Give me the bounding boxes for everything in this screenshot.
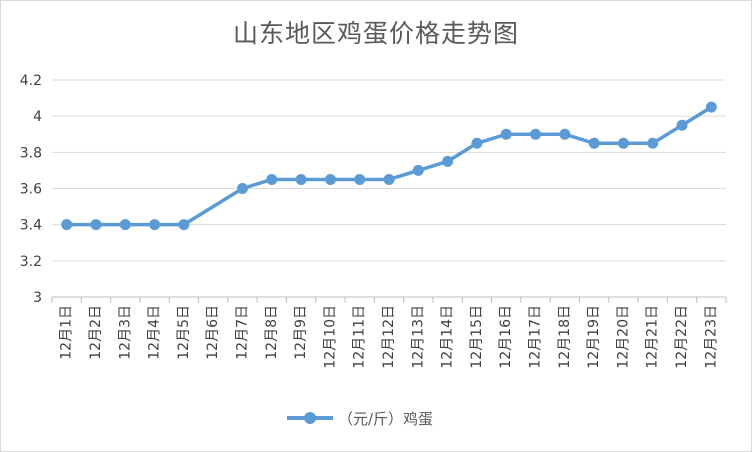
x-tick-label: 12月1日 [59,305,75,360]
data-point [236,183,248,194]
data-point [119,219,131,231]
x-tick-label: 12月8日 [264,305,280,360]
data-point [617,137,629,149]
legend-marker-icon [304,412,316,424]
x-tick-label: 12月13日 [410,305,426,369]
x-tick-label: 12月14日 [440,305,456,369]
x-tick-label: 12月12日 [381,305,397,369]
series-layer [61,101,717,231]
data-point [647,137,659,149]
x-tick-label: 12月4日 [147,305,163,360]
y-axis-ticks: 3 3.2 3.4 3.6 3.8 4 4.2 [20,73,42,306]
data-point [61,219,73,231]
x-tick-label: 12月2日 [88,305,104,360]
y-tick-label: 3 [33,290,42,306]
y-tick-label: 4 [33,109,42,125]
data-point [559,128,571,140]
data-point [324,173,336,185]
x-tick-label: 12月23日 [703,305,719,369]
data-point [383,173,395,185]
data-point [412,164,424,176]
data-point [676,119,688,131]
x-tick-label: 12月3日 [117,305,133,360]
x-tick-label: 12月7日 [234,305,250,360]
y-tick-label: 3.6 [20,182,42,198]
x-tick-label: 12月21日 [645,305,661,369]
x-tick-label: 12月22日 [674,305,690,369]
y-tick-label: 3.2 [20,254,42,270]
y-tick-label: 3.4 [20,218,42,234]
x-tick-label: 12月11日 [352,305,368,369]
x-tick-label: 12月19日 [586,305,602,369]
data-point [178,219,190,231]
x-tick-label: 12月18日 [557,305,573,369]
x-tick-label: 12月16日 [498,305,514,369]
x-tick-label: 12月20日 [615,305,631,369]
chart-title: 山东地区鸡蛋价格走势图 [232,19,519,48]
x-tick-label: 12月17日 [528,305,544,369]
y-tick-label: 4.2 [20,73,42,89]
data-point [90,219,102,231]
data-point [149,219,161,231]
data-point [354,173,366,185]
data-point [295,173,307,185]
x-tick-label: 12月6日 [205,305,221,360]
x-tick-label: 12月15日 [469,305,485,369]
data-point [530,128,542,140]
data-point [500,128,512,140]
series-line [66,105,713,227]
x-axis [51,296,727,303]
data-point [705,101,717,113]
data-point [588,137,600,149]
gridlines [52,79,726,262]
x-tick-label: 12月5日 [176,305,192,360]
legend-label: （元/斤）鸡蛋 [338,410,433,428]
legend: （元/斤）鸡蛋 [287,410,433,428]
data-point [471,137,483,149]
data-point [266,173,278,185]
data-point [442,155,454,167]
x-tick-label: 12月9日 [293,305,309,360]
x-axis-ticks: 12月1日 12月2日 12月3日 12月4日 12月5日 12月6日 12月7日 12月8日… [59,305,720,369]
y-tick-label: 3.8 [20,145,42,161]
x-tick-label: 12月10日 [322,305,338,369]
